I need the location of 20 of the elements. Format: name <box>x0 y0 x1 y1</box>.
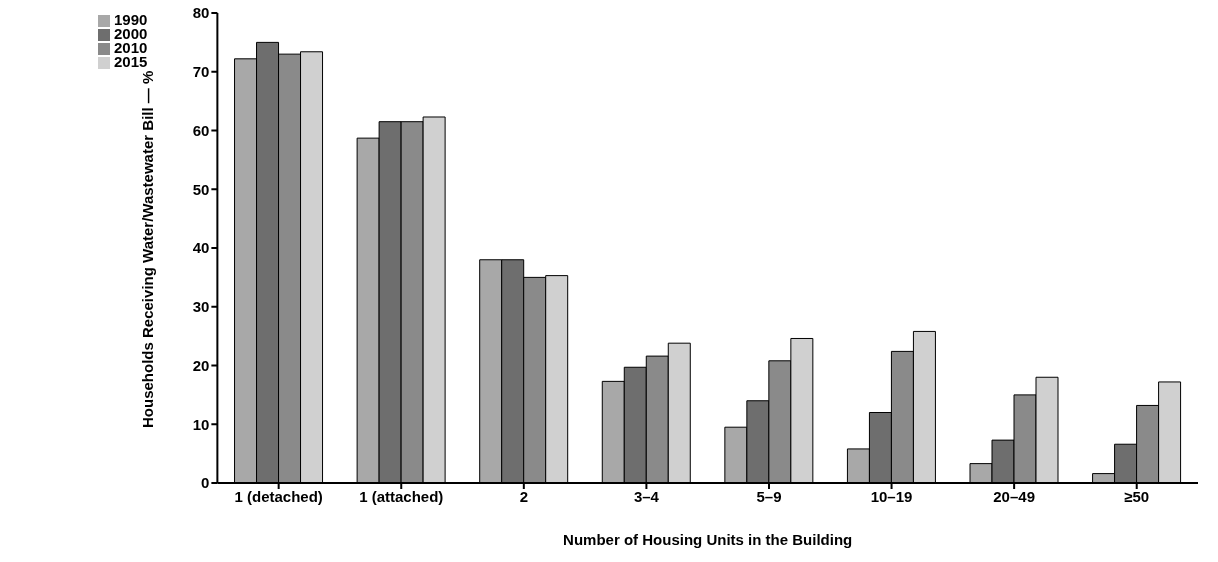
legend-label: 1990 <box>114 11 148 28</box>
x-tick-label: 3–4 <box>633 487 660 505</box>
y-tick-label: 10 <box>192 415 210 433</box>
y-tick-label: 20 <box>192 356 210 374</box>
y-tick-label: 70 <box>192 63 210 81</box>
y-tick-label: 80 <box>192 4 210 22</box>
x-tick-label: 2 <box>519 487 528 505</box>
y-tick-label: 30 <box>192 298 210 316</box>
y-tick-label: 50 <box>192 180 210 198</box>
x-tick-label: 1 (detached) <box>234 487 323 505</box>
x-tick-label: 1 (attached) <box>359 487 444 505</box>
x-tick-label: 10–19 <box>870 487 913 505</box>
y-tick-label: 0 <box>201 474 210 492</box>
x-tick-label: 5–9 <box>756 487 782 505</box>
y-axis-title: Households Receiving Water/Wastewater Bill — % <box>138 70 156 428</box>
x-tick-label: ≥50 <box>1124 487 1150 505</box>
y-tick-label: 40 <box>192 239 210 257</box>
y-tick-label: 60 <box>192 121 210 139</box>
x-axis-title: Number of Housing Units in the Building <box>563 531 853 548</box>
x-tick-label: 20–49 <box>993 487 1035 505</box>
